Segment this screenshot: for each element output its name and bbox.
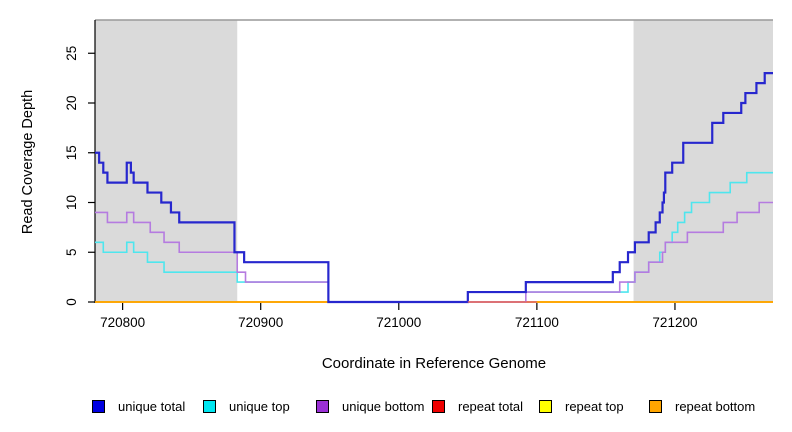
legend-item-repeat-top: repeat top xyxy=(539,398,624,414)
legend-label: repeat total xyxy=(458,398,524,414)
legend-item-unique-top: unique top xyxy=(203,398,290,414)
y-axis-title: Read Coverage Depth xyxy=(20,89,36,235)
series-line-unique-total xyxy=(95,72,773,304)
legend-item-unique-bottom: unique bottom xyxy=(316,398,425,414)
unique-bottom-swatch-icon xyxy=(316,399,329,413)
y-tick-label: 0 xyxy=(64,298,79,306)
x-axis-title: Coordinate in Reference Genome xyxy=(321,355,547,372)
legend-item-unique-total: unique total xyxy=(92,398,186,414)
unique-top-swatch-icon xyxy=(203,399,216,413)
repeat-total-swatch-icon xyxy=(432,399,445,413)
repeat-bottom-swatch-icon xyxy=(649,399,662,413)
shaded-region-right xyxy=(633,20,773,302)
x-tick-label: 721100 xyxy=(515,315,559,330)
x-tick-label: 720900 xyxy=(238,315,283,330)
y-tick-label: 20 xyxy=(64,95,79,110)
y-tick-label: 25 xyxy=(64,46,79,61)
legend-item-repeat-bottom: repeat bottom xyxy=(649,398,756,414)
shaded-region-left xyxy=(95,20,238,302)
y-tick-label: 5 xyxy=(64,248,79,256)
legend-label: unique total xyxy=(118,398,186,414)
x-tick-label: 721000 xyxy=(376,315,421,330)
legend: unique total unique top unique bottom re… xyxy=(0,399,792,417)
legend-label: unique bottom xyxy=(342,398,425,414)
legend-label: repeat bottom xyxy=(675,398,756,414)
x-tick-label: 721200 xyxy=(652,315,697,330)
unique-total-swatch-icon xyxy=(92,399,105,413)
legend-item-repeat-total: repeat total xyxy=(432,398,524,414)
y-tick-label: 15 xyxy=(64,145,79,160)
legend-label: repeat top xyxy=(565,398,624,414)
y-tick-label: 10 xyxy=(64,195,79,210)
series-line-unique-bottom xyxy=(95,201,773,303)
x-tick-label: 720800 xyxy=(100,315,145,330)
legend-label: unique top xyxy=(229,398,290,414)
repeat-top-swatch-icon xyxy=(539,399,552,413)
